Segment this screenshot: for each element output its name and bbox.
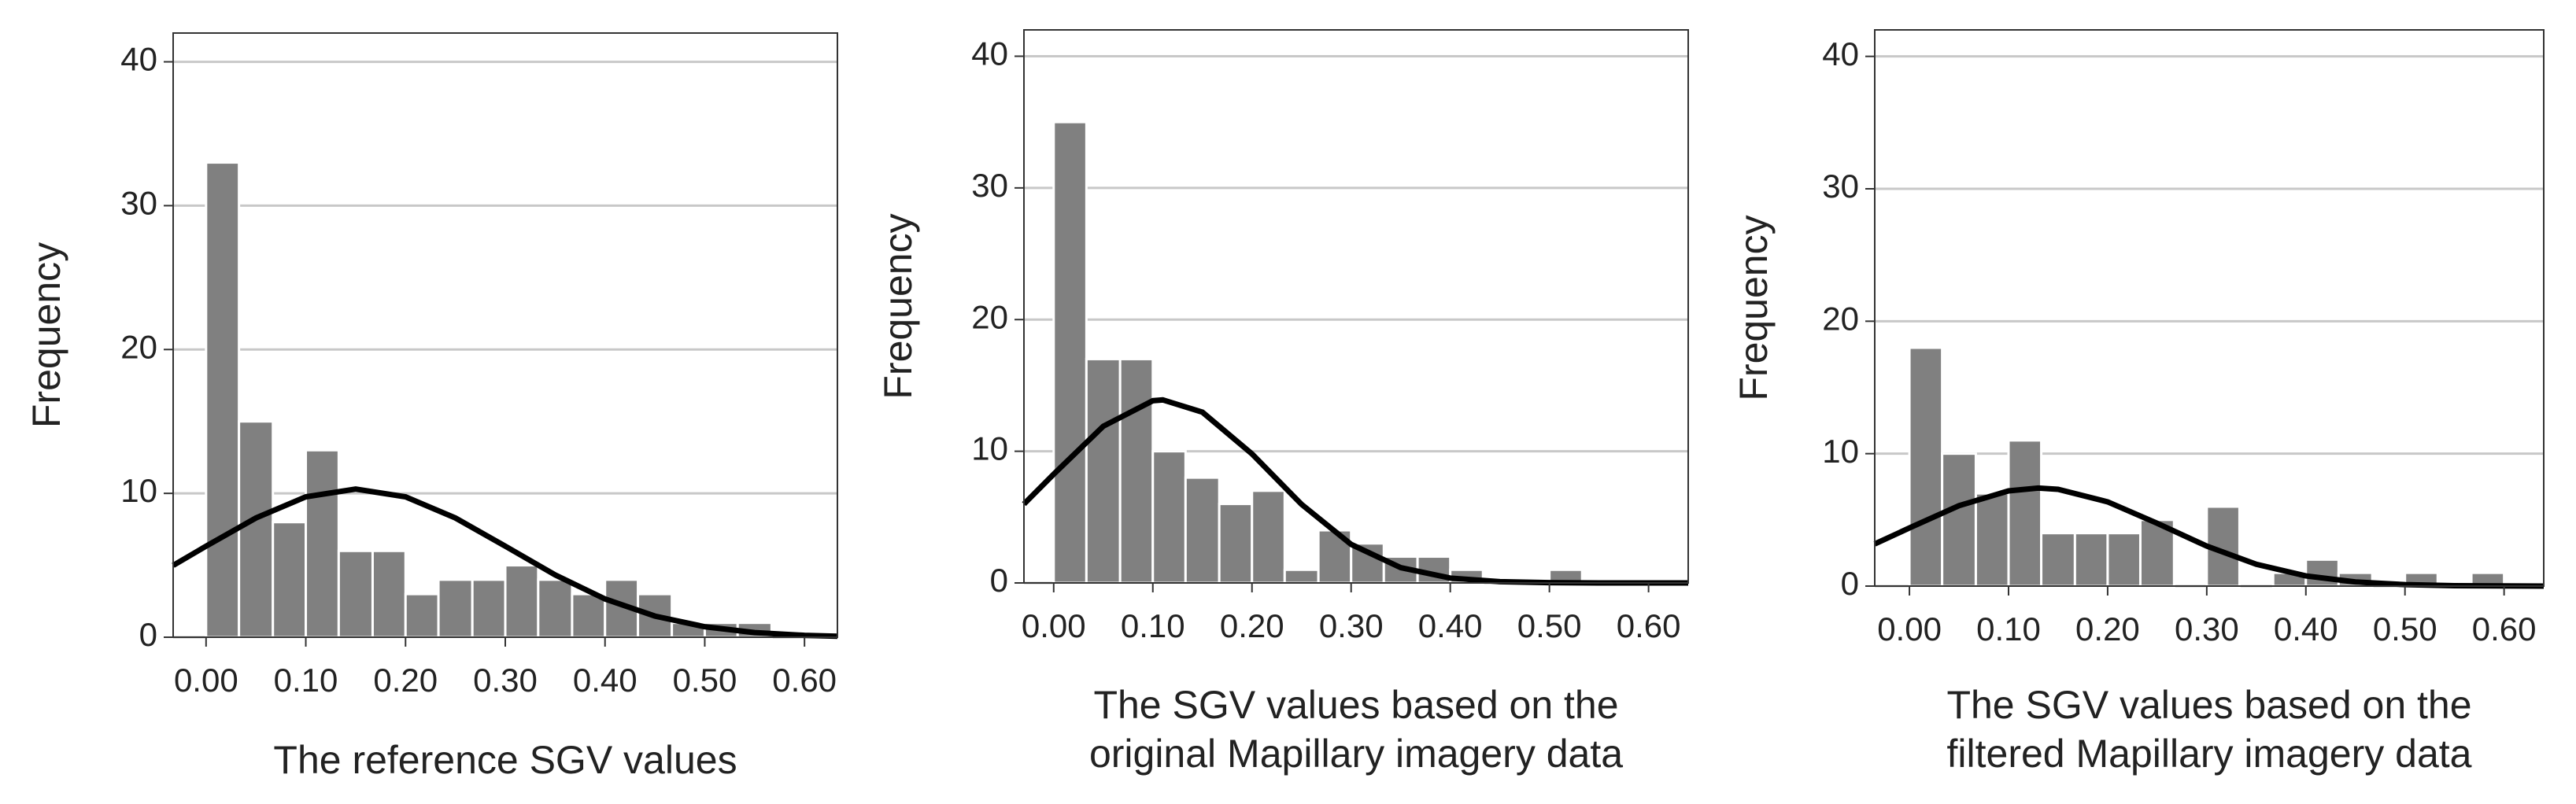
x-tick-label: 0.20 (373, 662, 438, 699)
x-axis-label: The SGV values based on the (1093, 683, 1618, 727)
bar (1251, 489, 1286, 585)
bar (571, 592, 607, 639)
bar (471, 578, 507, 639)
x-tick-label: 0.00 (174, 662, 238, 699)
x-tick-label: 0.60 (1617, 607, 1681, 644)
bar (305, 448, 340, 639)
x-tick-label: 0.50 (2373, 610, 2437, 647)
bar (2304, 558, 2340, 588)
y-tick-label: 10 (971, 430, 1008, 467)
bar (1974, 492, 2010, 588)
x-tick-label: 0.10 (1976, 610, 2041, 647)
bar (404, 592, 440, 639)
x-tick-label: 0.00 (1877, 610, 1942, 647)
bar (504, 564, 540, 639)
bar (1052, 120, 1088, 585)
bar (337, 549, 374, 639)
y-tick-label: 40 (971, 35, 1008, 72)
bar (272, 521, 308, 639)
x-tick-label: 0.60 (2472, 610, 2537, 647)
plot-frame (1023, 29, 1689, 584)
y-tick-label: 0 (139, 616, 157, 653)
x-tick-label: 0.10 (274, 662, 338, 699)
bar (2106, 532, 2142, 588)
y-axis-label: Frequency (1732, 215, 1776, 400)
y-tick-label: 20 (1822, 300, 1859, 337)
x-tick-label: 0.50 (1517, 607, 1582, 644)
y-tick-label: 10 (1822, 433, 1859, 470)
y-tick-label: 30 (120, 185, 157, 222)
x-tick-label: 0.00 (1022, 607, 1086, 644)
y-tick-label: 40 (120, 41, 157, 78)
x-tick-label: 0.30 (2175, 610, 2239, 647)
x-tick-label: 0.40 (573, 662, 638, 699)
bar (1085, 357, 1122, 585)
x-tick-label: 0.20 (1220, 607, 1284, 644)
normal-curve (1873, 485, 2545, 589)
chart: 0 10 20 30 40 0.00 0.10 0.20 0.30 0.40 0.50 0.60 The… (24, 32, 838, 782)
x-axis-label: The SGV values based on the (1946, 683, 2471, 727)
y-tick-label: 0 (990, 562, 1008, 599)
x-axis-label: original Mapillary imagery data (1089, 732, 1623, 776)
x-tick-label: 0.10 (1121, 607, 1185, 644)
y-tick-label: 20 (120, 328, 157, 365)
y-tick-label: 30 (1822, 168, 1859, 205)
y-tick-label: 0 (1841, 565, 1859, 602)
bar (1908, 346, 1944, 588)
x-axis-label: filtered Mapillary imagery data (1947, 732, 2472, 776)
x-axis-label: The reference SGV values (273, 738, 737, 782)
x-tick-label: 0.30 (473, 662, 538, 699)
bar (1283, 568, 1320, 585)
bar (437, 578, 474, 639)
bar (1184, 476, 1221, 585)
bar (1151, 450, 1187, 585)
x-tick-label: 0.60 (772, 662, 837, 699)
x-tick-label: 0.20 (2075, 610, 2140, 647)
bar (2040, 532, 2076, 588)
y-tick-label: 10 (120, 472, 157, 509)
x-tick-label: 0.40 (1418, 607, 1483, 644)
chart: 0 10 20 30 40 0.00 0.10 0.20 0.30 0.40 0.50 0.60 The… (876, 29, 1689, 776)
y-tick-label: 20 (971, 298, 1008, 335)
bar (1941, 452, 1977, 588)
normal-curve (172, 486, 838, 640)
y-axis-label: Frequency (24, 242, 68, 428)
bar (2073, 532, 2109, 588)
y-tick-label: 30 (971, 167, 1008, 204)
x-tick-label: 0.50 (673, 662, 737, 699)
y-tick-label: 40 (1822, 35, 1859, 72)
x-tick-label: 0.40 (2274, 610, 2338, 647)
x-tick-label: 0.30 (1319, 607, 1384, 644)
bar (371, 549, 407, 639)
bar (1118, 357, 1155, 585)
bar (537, 578, 574, 639)
bar (1218, 503, 1254, 585)
plot-frame (1874, 29, 2545, 587)
chart: 0 10 20 30 40 0.00 0.10 0.20 0.30 0.40 0.50 0.60The… (1732, 29, 2545, 776)
bar (205, 161, 241, 639)
bar (2007, 439, 2043, 588)
bar (238, 420, 275, 639)
y-axis-label: Frequency (876, 213, 920, 399)
